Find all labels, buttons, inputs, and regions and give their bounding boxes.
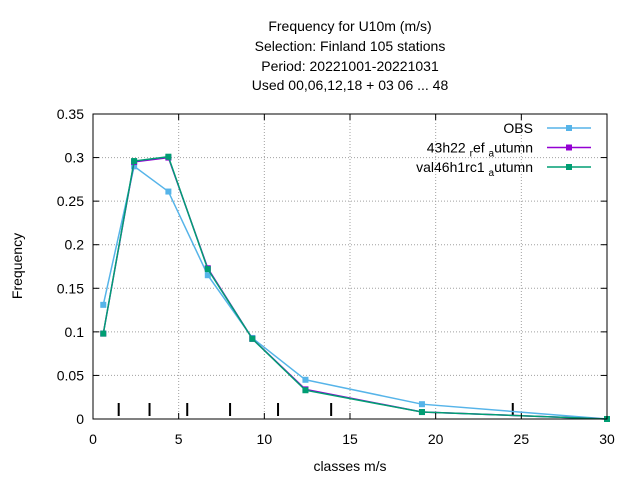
data-point: [418, 409, 425, 416]
legend-swatch-marker: [566, 144, 572, 151]
series-2: [100, 154, 610, 422]
series-1: [100, 163, 610, 422]
x-tick-label: 10: [257, 431, 273, 447]
series-3: [100, 153, 610, 422]
legend-item: OBS: [503, 120, 591, 136]
data-point: [249, 335, 256, 342]
x-tick-label: 5: [175, 431, 183, 447]
data-point: [418, 401, 425, 408]
series-line: [102, 165, 608, 420]
y-tick-label: 0.25: [57, 193, 84, 209]
title-line-4: Used 00,06,12,18 + 03 06 ... 48: [252, 77, 449, 93]
data-point: [131, 158, 138, 165]
data-point: [302, 387, 309, 394]
y-tick-label: 0: [76, 411, 84, 427]
legend-swatch-marker: [566, 125, 572, 131]
series-line: [102, 155, 608, 420]
x-tick-label: 15: [342, 431, 358, 447]
data-point: [302, 376, 309, 383]
legend-label: val46h1rc1 autumn: [416, 159, 533, 179]
x-tick-label: 20: [428, 431, 444, 447]
y-axis-label: Frequency: [9, 233, 25, 299]
data-point: [100, 301, 107, 308]
y-tick-label: 0.15: [57, 280, 84, 296]
legend-swatch-marker: [566, 164, 572, 170]
title-line-2: Selection: Finland 105 stations: [255, 38, 446, 54]
title-line-1: Frequency for U10m (m/s): [268, 18, 431, 34]
legend-label: OBS: [503, 120, 533, 136]
legend-item: 43h22 ref autumn: [427, 140, 591, 160]
y-tick-label: 0.05: [57, 367, 84, 383]
data-point: [204, 272, 211, 279]
data-point: [165, 153, 172, 160]
x-tick-label: 0: [89, 431, 97, 447]
y-tick-label: 0.1: [65, 324, 85, 340]
series-group: [100, 153, 610, 422]
chart-title: Frequency for U10m (m/s) Selection: Finl…: [252, 18, 449, 93]
x-axis-label: classes m/s: [313, 458, 386, 474]
x-tick-label: 25: [514, 431, 530, 447]
y-tick-label: 0.35: [57, 106, 84, 122]
y-tick-label: 0.2: [65, 237, 85, 253]
axes: 0 5 10 15 20 25 30 0 0.05 0.1 0.15 0.2 0.25 0.3 0.35: [57, 106, 615, 447]
data-point: [131, 163, 138, 170]
y-tick-label: 0.3: [65, 150, 85, 166]
data-point: [100, 330, 107, 337]
class-boundary-marks: [117, 403, 514, 416]
title-line-3: Period: 20221001-20221031: [261, 58, 439, 74]
x-tick-label: 30: [599, 431, 615, 447]
data-point: [165, 188, 172, 195]
legend-item: val46h1rc1 autumn: [416, 159, 591, 179]
legend-label: 43h22 ref autumn: [427, 140, 533, 160]
data-point: [204, 266, 211, 273]
